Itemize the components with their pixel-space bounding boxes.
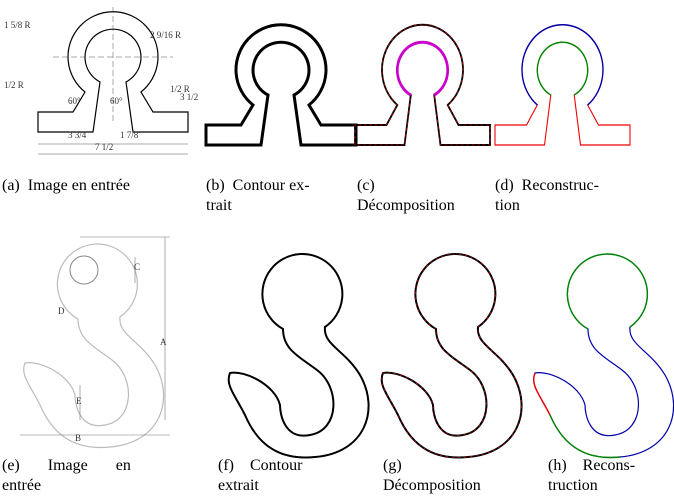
caption-line: Décomposition: [383, 476, 481, 496]
caption-line: extrait: [218, 476, 259, 496]
dimension-label: 1 7/8: [120, 130, 139, 140]
drawing-h: [534, 254, 674, 457]
dimension-label: 60°: [68, 96, 81, 106]
dimension-label: 2 9/16 R: [150, 30, 181, 40]
dimension-label: B: [75, 433, 81, 443]
dimension-label: 1/2 R: [4, 80, 24, 90]
caption-line: tion: [495, 196, 520, 216]
figure-page: 1 5/8 R2 9/16 R1/2 R1/2 R60°60°3 3/41 7/…: [0, 0, 674, 500]
caption-line: entrée: [2, 476, 41, 496]
dimension-label: 60°: [110, 96, 123, 106]
caption-line: trait: [206, 196, 232, 216]
dimension-label: 7 1/2: [95, 142, 113, 152]
caption-line: Décomposition: [357, 196, 455, 216]
drawing-e: [20, 237, 170, 448]
dimension-label: A: [160, 337, 167, 347]
dimension-label: 3 1/2: [180, 92, 198, 102]
drawing-c: [355, 25, 490, 145]
dimension-label: 1 5/8 R: [4, 20, 31, 30]
dimension-label: E: [76, 396, 82, 406]
drawing-g: [382, 254, 522, 457]
caption-line: (b) Contour ex-: [206, 176, 310, 196]
dimension-label: 3 3/4: [68, 130, 87, 140]
caption-line: (e) Image en: [2, 456, 131, 476]
caption-line: (c): [357, 176, 375, 196]
figure-drawings: 1 5/8 R2 9/16 R1/2 R1/2 R60°60°3 3/41 7/…: [0, 0, 674, 500]
dimension-label: D: [58, 306, 65, 316]
caption-line: (h) Recons-: [548, 456, 635, 476]
caption-line: (d) Reconstruc-: [495, 176, 599, 196]
caption-line: truction: [548, 476, 598, 496]
dimension-label: C: [134, 262, 140, 272]
drawing-b: [206, 25, 356, 145]
caption-line: (a) Image en entrée: [2, 176, 130, 196]
drawing-d: [495, 25, 630, 145]
drawing-f: [229, 254, 369, 457]
caption-line: (g): [383, 456, 402, 476]
caption-line: (f) Contour: [218, 456, 302, 476]
